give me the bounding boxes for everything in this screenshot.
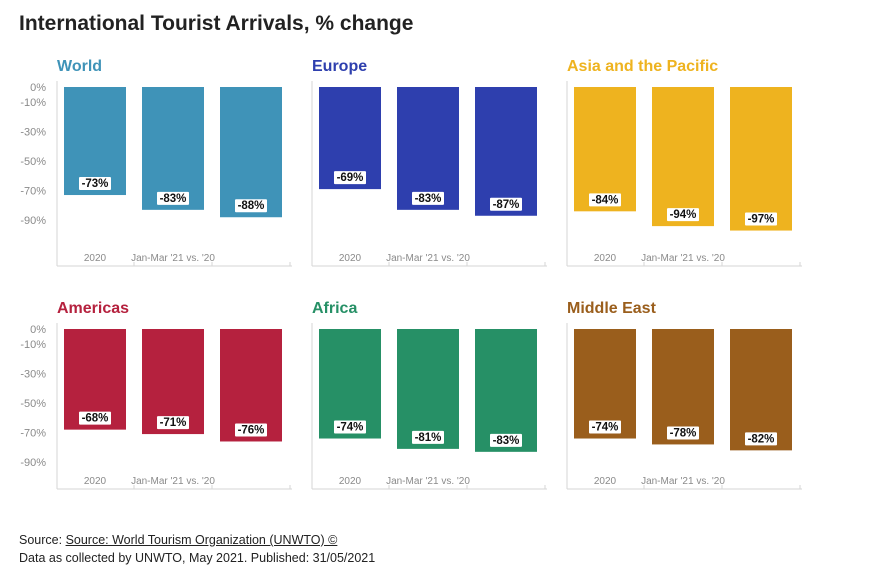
data-label-background bbox=[157, 191, 189, 205]
bar[interactable] bbox=[652, 329, 714, 445]
bar[interactable] bbox=[220, 87, 282, 218]
data-label: -68% bbox=[82, 413, 109, 425]
data-label: -81% bbox=[415, 432, 442, 444]
data-label-background bbox=[745, 432, 777, 446]
data-label: -83% bbox=[493, 435, 520, 447]
panel-americas: Americas 0% -10% -30% -50% -70% -90% -68% -71% -7… bbox=[20, 300, 292, 490]
x-tick-label: 2020 bbox=[339, 476, 362, 487]
x-tick-label: Jan-Mar '21 vs. '20 bbox=[641, 253, 725, 264]
bar[interactable] bbox=[730, 87, 792, 231]
x-tick-label: 2020 bbox=[84, 253, 107, 264]
panel-europe: Europe -69% -83% -87% 2020 Jan-Mar '21 vs. '2… bbox=[311, 58, 547, 267]
x-tick-label: Jan-Mar '21 vs. '20 bbox=[386, 253, 470, 264]
source-link[interactable]: Source: World Tourism Organization (UNWT… bbox=[65, 533, 338, 547]
panel-title: World bbox=[57, 58, 102, 75]
data-label-background bbox=[412, 430, 444, 444]
data-label: -78% bbox=[670, 427, 697, 439]
y-tick-label: 0% bbox=[30, 82, 46, 94]
data-label: -88% bbox=[238, 200, 265, 212]
data-label-background bbox=[79, 411, 111, 425]
y-tick-label: -70% bbox=[20, 428, 46, 440]
data-label-background bbox=[412, 191, 444, 205]
y-tick-label: -30% bbox=[20, 126, 46, 138]
publication-note: Data as collected by UNWTO, May 2021. Pu… bbox=[19, 551, 376, 565]
bar[interactable] bbox=[397, 329, 459, 449]
bar[interactable] bbox=[397, 87, 459, 210]
panel-africa: Africa -74% -81% -83% 2020 Jan-Mar '21 vs. '2… bbox=[311, 300, 547, 490]
data-label: -71% bbox=[160, 417, 187, 429]
data-label-background bbox=[334, 171, 366, 185]
source-prefix: Source: bbox=[19, 533, 66, 547]
data-label: -84% bbox=[592, 194, 619, 206]
panel-asia-and-the-pacific: Asia and the Pacific -84% -94% -97% 2020 Jan-… bbox=[566, 58, 802, 267]
data-label: -87% bbox=[493, 199, 520, 211]
x-tick-label: Jan-Mar '21 vs. '20 bbox=[131, 253, 215, 264]
panel-title: Americas bbox=[57, 300, 129, 317]
bar[interactable] bbox=[319, 329, 381, 439]
panel-title: Asia and the Pacific bbox=[567, 58, 718, 75]
bar[interactable] bbox=[652, 87, 714, 227]
y-tick-label: -90% bbox=[20, 457, 46, 469]
x-tick-label: 2020 bbox=[339, 253, 362, 264]
data-label-background bbox=[745, 212, 777, 226]
data-label-background bbox=[157, 416, 189, 430]
data-label-background bbox=[667, 208, 699, 222]
panel-world: World 0% -10% -30% -50% -70% -90% -73% -83% -88% 2… bbox=[20, 58, 292, 267]
data-label-background bbox=[79, 177, 111, 191]
page-title: International Tourist Arrivals, % change bbox=[19, 12, 414, 35]
x-tick-label: 2020 bbox=[594, 253, 617, 264]
bar[interactable] bbox=[142, 87, 204, 210]
data-label-background bbox=[235, 423, 267, 437]
bar[interactable] bbox=[220, 329, 282, 442]
y-tick-label: -10% bbox=[20, 97, 46, 109]
data-label: -73% bbox=[82, 178, 109, 190]
x-tick-label: 2020 bbox=[84, 476, 107, 487]
y-tick-label: -70% bbox=[20, 186, 46, 198]
panel-title: Europe bbox=[312, 58, 367, 75]
x-tick-label: 2020 bbox=[594, 476, 617, 487]
data-label-background bbox=[235, 199, 267, 213]
bar[interactable] bbox=[574, 329, 636, 439]
y-tick-label: 0% bbox=[30, 324, 46, 336]
data-label: -82% bbox=[748, 433, 775, 445]
source-line: Source: Source: World Tourism Organizati… bbox=[19, 531, 375, 549]
data-label-background bbox=[589, 420, 621, 434]
y-tick-label: -10% bbox=[20, 339, 46, 351]
y-tick-label: -90% bbox=[20, 215, 46, 227]
panel-middle-east: Middle East -74% -78% -82% 2020 Jan-Mar '21 v… bbox=[566, 300, 802, 490]
panel-title: Middle East bbox=[567, 300, 657, 317]
bar[interactable] bbox=[475, 329, 537, 452]
panel-title: Africa bbox=[312, 300, 357, 317]
bar[interactable] bbox=[574, 87, 636, 212]
data-label: -97% bbox=[748, 214, 775, 226]
x-tick-label: Jan-Mar '21 vs. '20 bbox=[386, 476, 470, 487]
data-label-background bbox=[490, 433, 522, 447]
data-label-background bbox=[490, 197, 522, 211]
data-label: -94% bbox=[670, 209, 697, 221]
data-label-background bbox=[667, 426, 699, 440]
data-label: -83% bbox=[415, 193, 442, 205]
footer: Source: Source: World Tourism Organizati… bbox=[19, 531, 375, 567]
y-tick-label: -50% bbox=[20, 156, 46, 168]
data-label: -74% bbox=[337, 422, 364, 434]
bar[interactable] bbox=[475, 87, 537, 216]
y-tick-label: -50% bbox=[20, 398, 46, 410]
y-tick-label: -30% bbox=[20, 368, 46, 380]
data-label-background bbox=[589, 193, 621, 207]
data-label: -74% bbox=[592, 422, 619, 434]
data-label: -76% bbox=[238, 424, 265, 436]
bar[interactable] bbox=[730, 329, 792, 451]
data-label: -69% bbox=[337, 172, 364, 184]
x-tick-label: Jan-Mar '21 vs. '20 bbox=[131, 476, 215, 487]
data-label-background bbox=[334, 420, 366, 434]
bar[interactable] bbox=[64, 87, 126, 196]
data-label: -83% bbox=[160, 193, 187, 205]
x-tick-label: Jan-Mar '21 vs. '20 bbox=[641, 476, 725, 487]
